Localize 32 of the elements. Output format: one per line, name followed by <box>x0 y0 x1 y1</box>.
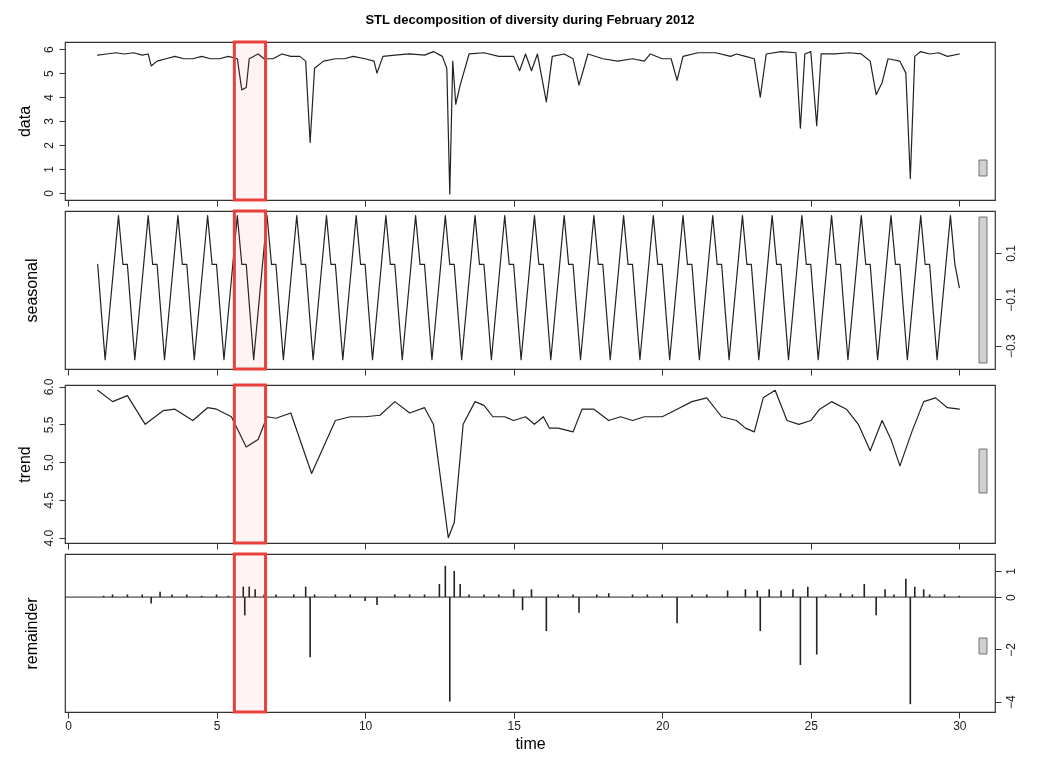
y-tick-label: −0.1 <box>1003 287 1018 312</box>
y-tick-label: −0.3 <box>1003 334 1018 359</box>
y-tick-label: 6.0 <box>41 378 56 396</box>
x-tick-label: 15 <box>507 718 522 733</box>
y-tick-label: −4 <box>1003 694 1018 709</box>
x-tick-label: 0 <box>65 718 73 733</box>
chart-title: STL decomposition of diversity during February 2012 <box>365 11 695 27</box>
x-tick-label: 30 <box>953 718 967 733</box>
y-axis-title: data <box>15 105 33 138</box>
y-axis-title: trend <box>15 446 33 483</box>
y-tick-label: 1 <box>1003 567 1018 575</box>
y-tick-label: 5.5 <box>41 416 56 434</box>
y-tick-label: 5 <box>41 69 56 77</box>
x-tick-label: 20 <box>656 718 670 733</box>
y-tick-label: 6 <box>41 46 56 54</box>
y-axis-title: seasonal <box>22 258 40 323</box>
y-tick-label: 1 <box>41 165 56 173</box>
y-axis-title: remainder <box>22 596 40 670</box>
y-tick-label: 2 <box>41 141 56 149</box>
y-tick-label: 0.1 <box>1003 244 1018 262</box>
y-tick-label: 3 <box>41 117 56 125</box>
x-tick-label: 10 <box>358 718 373 733</box>
y-tick-label: 4.0 <box>41 529 56 547</box>
y-tick-label: 0 <box>1003 593 1018 601</box>
y-tick-label: 0 <box>41 189 56 197</box>
x-tick-label: 5 <box>213 718 221 733</box>
y-tick-label: 4 <box>41 93 56 101</box>
y-tick-label: 4.5 <box>41 491 56 509</box>
x-tick-label: 25 <box>804 718 819 733</box>
y-tick-label: −2 <box>1003 642 1018 657</box>
x-axis-title: time <box>515 734 546 752</box>
y-tick-label: 5.0 <box>41 453 56 471</box>
